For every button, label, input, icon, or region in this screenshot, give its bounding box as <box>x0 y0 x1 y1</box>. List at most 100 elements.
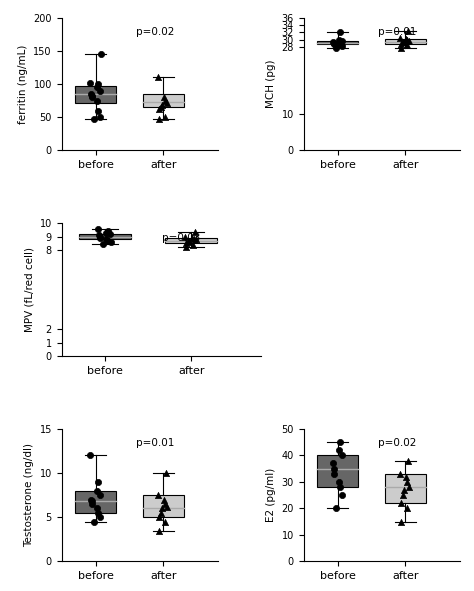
Point <box>402 472 410 481</box>
Point <box>162 499 169 509</box>
Point <box>96 232 104 241</box>
Point <box>181 232 189 241</box>
Point <box>400 485 407 495</box>
Point <box>337 41 344 50</box>
FancyBboxPatch shape <box>79 234 131 239</box>
Text: p=0.02: p=0.02 <box>378 438 417 448</box>
FancyBboxPatch shape <box>75 86 116 103</box>
Text: p=0.02: p=0.02 <box>136 27 174 37</box>
Point <box>97 112 104 122</box>
Y-axis label: MPV (fL/red cell): MPV (fL/red cell) <box>24 247 34 332</box>
Point <box>97 512 104 522</box>
Point <box>185 236 193 245</box>
Text: p=0.03: p=0.03 <box>162 233 200 242</box>
Y-axis label: ferritin (ng/mL): ferritin (ng/mL) <box>18 44 28 124</box>
Point <box>398 498 405 508</box>
Point <box>93 504 100 513</box>
Point <box>397 469 404 479</box>
Point <box>188 233 196 242</box>
Point <box>158 504 165 513</box>
Point <box>403 477 411 486</box>
Point <box>157 508 164 518</box>
Point <box>94 477 101 486</box>
Point <box>191 227 199 236</box>
Point <box>88 93 96 102</box>
Point <box>406 482 413 492</box>
Point <box>190 234 198 243</box>
Text: p=0.01: p=0.01 <box>136 438 174 448</box>
Point <box>91 115 98 124</box>
Point <box>403 41 410 50</box>
Point <box>403 35 411 44</box>
Point <box>94 79 101 89</box>
Point <box>87 89 94 99</box>
Point <box>332 504 340 513</box>
Point <box>155 526 163 535</box>
Point <box>93 83 100 92</box>
FancyBboxPatch shape <box>317 455 358 487</box>
Point <box>157 102 164 112</box>
Point <box>155 105 163 114</box>
Point <box>339 491 346 500</box>
Point <box>164 98 171 108</box>
Point <box>155 73 162 82</box>
Point <box>96 233 104 242</box>
Point <box>87 450 94 460</box>
Point <box>339 42 346 51</box>
Point <box>182 242 190 252</box>
Point <box>400 37 407 47</box>
Point <box>88 91 96 100</box>
Point <box>155 491 162 500</box>
Point <box>338 36 346 46</box>
Point <box>87 78 94 87</box>
Point <box>398 517 405 527</box>
Point <box>335 446 343 455</box>
Point <box>403 504 410 513</box>
Point <box>335 40 342 49</box>
Point <box>329 37 337 47</box>
Point <box>155 114 163 124</box>
Point <box>332 43 340 52</box>
Point <box>94 508 102 518</box>
Point <box>330 38 337 47</box>
Point <box>330 464 337 473</box>
Point <box>335 35 343 44</box>
Point <box>182 238 190 248</box>
FancyBboxPatch shape <box>143 94 184 107</box>
Point <box>161 112 168 122</box>
FancyBboxPatch shape <box>143 495 184 517</box>
Point <box>102 235 110 244</box>
Point <box>164 502 171 511</box>
Point <box>102 228 110 238</box>
Point <box>106 229 114 239</box>
Point <box>104 226 111 236</box>
Point <box>329 459 337 468</box>
Point <box>95 230 102 240</box>
Point <box>96 86 103 95</box>
Point <box>192 235 200 244</box>
Point <box>96 491 103 500</box>
Point <box>160 93 168 102</box>
Point <box>402 34 410 44</box>
Point <box>336 437 344 447</box>
Point <box>398 39 405 48</box>
Point <box>155 512 163 522</box>
Point <box>107 237 115 246</box>
Point <box>162 96 169 105</box>
Point <box>338 450 346 460</box>
Point <box>88 496 96 506</box>
Point <box>93 96 100 105</box>
Point <box>94 106 102 115</box>
FancyBboxPatch shape <box>385 474 426 503</box>
Point <box>189 240 197 249</box>
FancyBboxPatch shape <box>317 41 358 44</box>
Point <box>158 100 165 110</box>
Point <box>93 486 100 495</box>
FancyBboxPatch shape <box>165 238 218 243</box>
Point <box>100 239 107 249</box>
Y-axis label: MCH (pg): MCH (pg) <box>266 60 276 108</box>
Point <box>337 482 344 492</box>
Point <box>336 28 344 37</box>
Point <box>330 39 337 48</box>
Text: p=0.01: p=0.01 <box>378 27 417 37</box>
